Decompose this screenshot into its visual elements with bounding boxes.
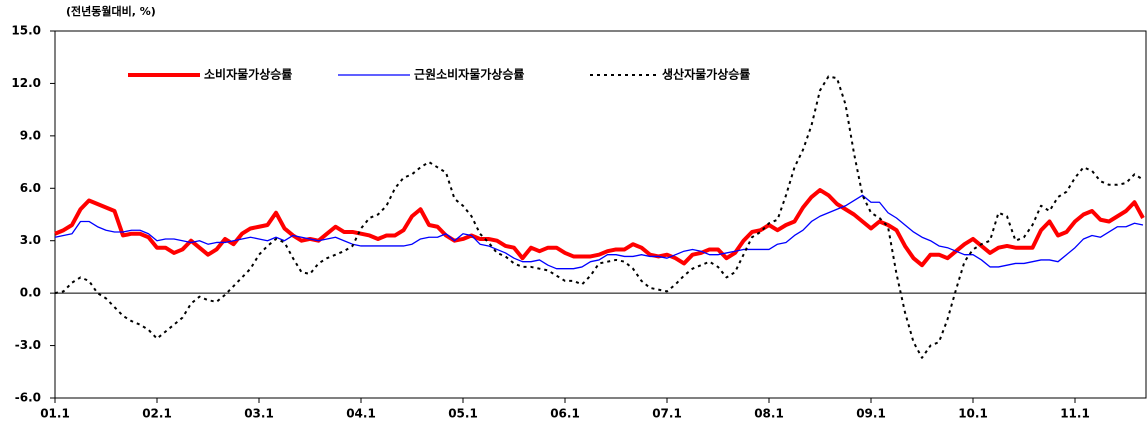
plot-area — [54, 30, 1147, 399]
x-tick-label: 05.1 — [448, 407, 478, 421]
y-tick-label: 6.0 — [20, 181, 41, 195]
legend-label: 생산자물가상승률 — [662, 67, 750, 82]
series-line — [54, 75, 1144, 359]
y-tick-label: -3.0 — [15, 338, 41, 352]
x-tick-label: 07.1 — [652, 407, 682, 421]
y-axis-label: (전년동월대비, %) — [66, 4, 156, 18]
y-tick-label: 15.0 — [11, 24, 41, 38]
x-tick-label: 08.1 — [754, 407, 784, 421]
y-tick-label: 9.0 — [20, 128, 41, 142]
y-tick-label: 12.0 — [11, 76, 41, 90]
series-line — [54, 188, 1145, 268]
x-tick-label: 02.1 — [142, 407, 172, 421]
x-tick-label: 01.1 — [40, 407, 70, 421]
x-tick-label: 11.1 — [1060, 407, 1090, 421]
x-tick-label: 09.1 — [856, 407, 886, 421]
x-tick-label: 03.1 — [244, 407, 274, 421]
y-tick-label: -6.0 — [15, 391, 41, 405]
x-tick-label: 04.1 — [346, 407, 376, 421]
x-tick-label: 06.1 — [550, 407, 580, 421]
x-tick-label: 10.1 — [958, 407, 988, 421]
y-tick-label: 3.0 — [20, 233, 41, 247]
legend-label: 근원소비자물가상승률 — [414, 67, 524, 82]
legend-label: 소비자물가상승률 — [204, 67, 292, 82]
series-line — [54, 194, 1144, 270]
y-tick-label: 0.0 — [20, 286, 41, 300]
